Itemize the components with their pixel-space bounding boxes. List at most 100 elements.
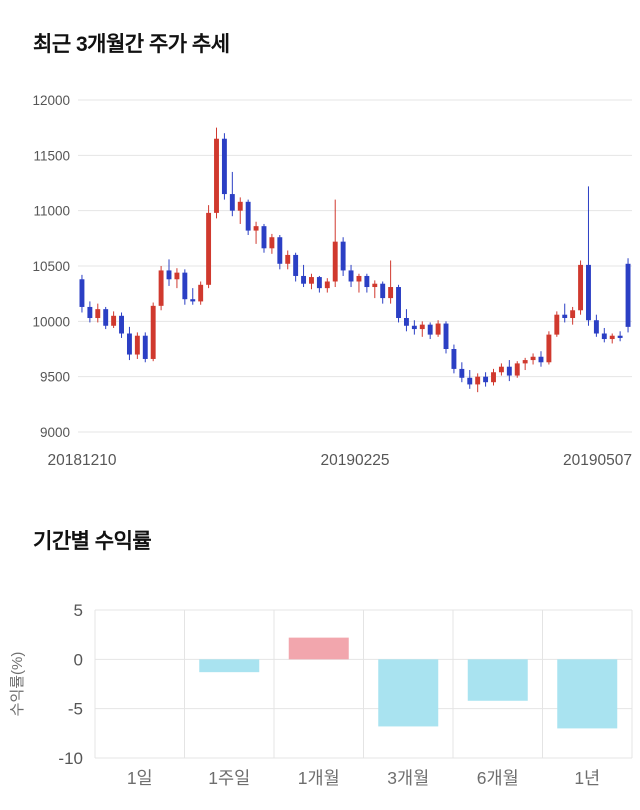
candle (79, 279, 85, 307)
return-bar (378, 659, 439, 727)
candle (609, 335, 615, 340)
candle (554, 314, 560, 335)
candle (617, 335, 623, 338)
candle (578, 264, 584, 311)
candle (380, 283, 386, 299)
candle (411, 325, 417, 330)
candle (498, 366, 504, 373)
candle (134, 335, 140, 355)
candle (396, 287, 401, 319)
candle (142, 335, 148, 359)
candle (538, 356, 544, 363)
candle (625, 263, 631, 327)
x-tick-label: 20190225 (321, 452, 390, 469)
candle (427, 324, 433, 335)
candle (119, 315, 124, 334)
y-axis-label: 수익률(%) (9, 652, 26, 717)
candle (530, 356, 536, 361)
candle (285, 254, 291, 264)
y-tick-label: 0 (74, 650, 83, 669)
candle (253, 226, 259, 231)
candle (190, 299, 196, 302)
category-label: 6개월 (477, 768, 519, 788)
candle (150, 305, 156, 359)
candle (269, 237, 275, 249)
candle (340, 241, 346, 271)
candle (309, 277, 314, 284)
candle (356, 275, 362, 282)
candle (388, 287, 394, 299)
candle (206, 212, 212, 285)
candle (475, 376, 481, 385)
candle (95, 309, 101, 319)
candle (483, 376, 489, 383)
candle (364, 275, 370, 288)
y-tick-label: 9000 (40, 425, 70, 440)
candle (111, 315, 117, 326)
category-label: 1일 (127, 768, 153, 788)
candle (316, 277, 322, 289)
x-tick-label: 20190507 (563, 452, 632, 469)
candle (546, 334, 552, 363)
price-chart-section: 최근 3개월간 주가 추세 12000 11500 11000 10500 10000 9… (32, 33, 632, 469)
candle (522, 360, 528, 364)
candle (166, 270, 172, 280)
candle (332, 241, 338, 282)
candle (277, 237, 283, 264)
candle (324, 281, 330, 289)
candle (158, 270, 164, 306)
candle (451, 349, 457, 369)
candle (293, 254, 299, 276)
candle (174, 272, 180, 280)
candle (435, 323, 441, 335)
returns-bar-chart: 5 0 -5 -10 1일 1주일 1개월 3개월 6개월 1년 수익률(%) (9, 601, 633, 788)
candle (459, 368, 465, 378)
candle (491, 372, 496, 383)
y-tick-label: -10 (58, 749, 83, 768)
candle (506, 366, 512, 376)
candle (237, 201, 243, 211)
x-tick-label: 20181210 (48, 452, 117, 469)
candle (221, 138, 227, 195)
candle (245, 201, 251, 231)
candle (126, 333, 132, 355)
candle (419, 324, 425, 330)
y-tick-label: 11500 (33, 148, 70, 163)
y-tick-label: -5 (68, 700, 83, 719)
candle (443, 323, 449, 349)
candle (214, 138, 219, 213)
candle (601, 333, 607, 340)
candle (198, 284, 204, 302)
returns-chart-section: 기간별 수익률 5 0 -5 -10 1일 1주일 1개월 3개월 6개월 1년 수익률(%) (0, 525, 640, 795)
candle (103, 309, 109, 326)
candle (301, 275, 307, 284)
y-tick-label: 11000 (33, 204, 70, 219)
category-label: 1개월 (298, 768, 340, 788)
candle (182, 272, 188, 300)
candle (403, 318, 409, 326)
return-bar (557, 659, 618, 729)
category-label: 1년 (574, 768, 600, 788)
candle (562, 314, 568, 319)
candle (229, 194, 235, 211)
y-tick-label: 10000 (32, 314, 70, 329)
candle (467, 377, 473, 385)
return-bar (199, 659, 260, 673)
category-label: 1주일 (208, 768, 250, 788)
price-chart-title: 최근 3개월간 주가 추세 (33, 33, 230, 56)
y-tick-label: 9500 (40, 370, 70, 385)
y-tick-label: 12000 (32, 93, 70, 108)
return-bar (467, 659, 528, 701)
price-candlestick-chart: 12000 11500 11000 10500 10000 9500 9000 2018121… (32, 93, 632, 469)
category-label: 3개월 (387, 768, 429, 788)
y-tick-label: 10500 (32, 259, 70, 274)
candle (586, 264, 591, 321)
candle (570, 310, 576, 319)
candle (372, 283, 378, 288)
candle (514, 363, 520, 376)
return-bar (288, 637, 349, 660)
candle (87, 306, 93, 319)
candle (348, 270, 354, 282)
returns-chart-title: 기간별 수익률 (33, 530, 152, 553)
candle (593, 320, 599, 334)
